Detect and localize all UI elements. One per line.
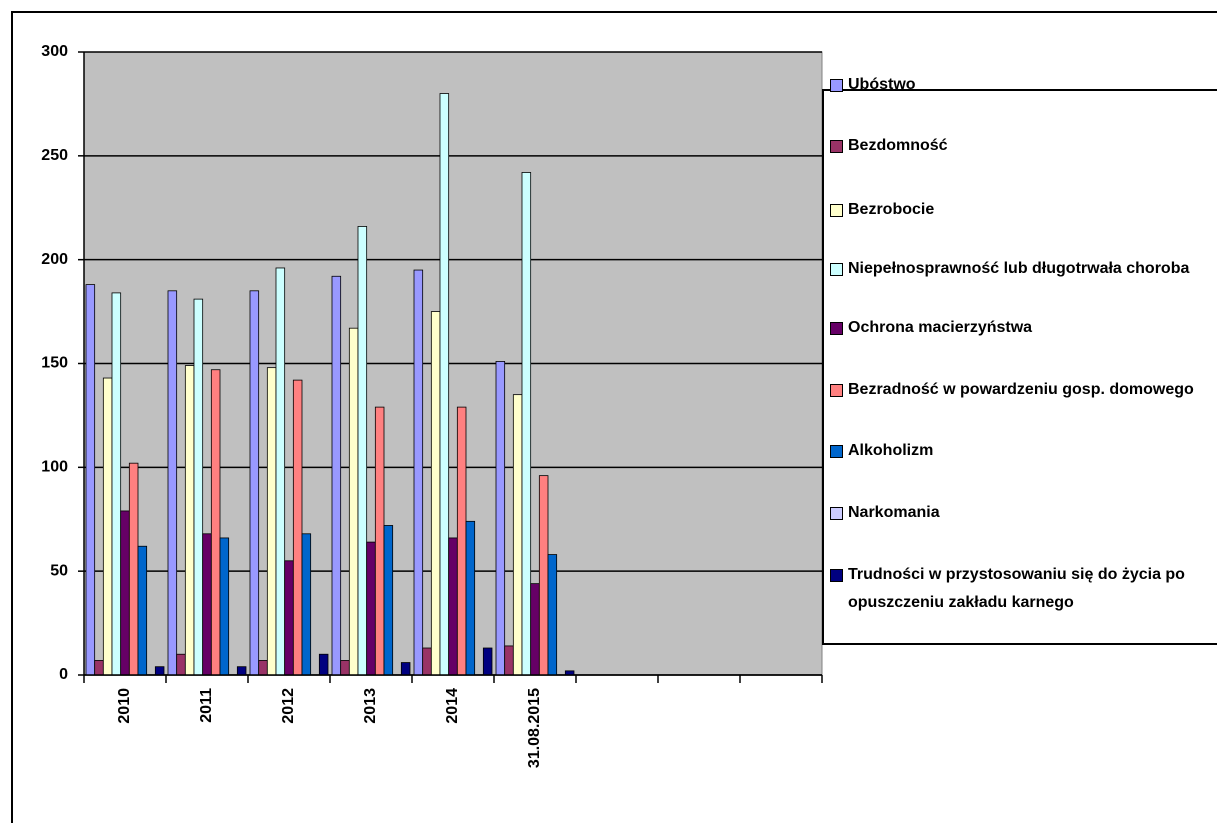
legend-swatch bbox=[830, 384, 843, 397]
x-tick-label: 2012 bbox=[280, 688, 297, 724]
bar bbox=[357, 226, 368, 676]
legend-label: Bezrobocie bbox=[848, 201, 935, 218]
legend-swatch bbox=[830, 507, 843, 520]
legend-label: Ubóstwo bbox=[848, 76, 916, 93]
bar bbox=[137, 545, 148, 676]
bar bbox=[482, 647, 493, 676]
legend-label: Ochrona macierzyństwa bbox=[848, 319, 1033, 336]
legend-swatch bbox=[830, 445, 843, 458]
bar bbox=[94, 660, 104, 676]
y-tick-label: 250 bbox=[41, 147, 68, 164]
x-tick-label: 31.08.2015 bbox=[526, 688, 543, 768]
bar bbox=[154, 666, 165, 676]
bar bbox=[504, 645, 514, 676]
bar bbox=[202, 533, 212, 676]
legend-swatch bbox=[830, 263, 843, 276]
x-tick-label: 2010 bbox=[116, 688, 133, 724]
legend-label: Niepełnosprawność lub długotrwała chorob… bbox=[848, 260, 1190, 277]
bar bbox=[184, 365, 195, 676]
y-tick-label: 100 bbox=[41, 459, 68, 476]
bar bbox=[102, 377, 113, 676]
legend-entry: Trudności w przystosowaniu się do życia … bbox=[830, 561, 1210, 617]
legend-label: Trudności w przystosowaniu się do życia … bbox=[848, 566, 1185, 611]
bar bbox=[366, 541, 376, 676]
bar bbox=[374, 406, 385, 676]
legend-entry: Ubóstwo bbox=[830, 71, 1210, 99]
bar bbox=[210, 369, 221, 676]
bar bbox=[292, 379, 303, 676]
bar bbox=[318, 653, 329, 676]
x-tick-label: 2011 bbox=[198, 688, 215, 723]
y-tick-label: 300 bbox=[41, 43, 68, 60]
bar bbox=[236, 666, 247, 676]
legend-label: Alkoholizm bbox=[848, 442, 934, 459]
bar bbox=[348, 327, 359, 676]
y-tick-label: 0 bbox=[59, 666, 68, 683]
bar bbox=[331, 275, 342, 676]
legend-entry: Ochrona macierzyństwa bbox=[830, 314, 1210, 342]
bar bbox=[538, 475, 549, 676]
bar bbox=[301, 533, 312, 676]
bar bbox=[512, 394, 523, 676]
legend-entry: Alkoholizm bbox=[830, 437, 1210, 465]
bar bbox=[176, 653, 186, 676]
legend-label: Bezradność w powardzeniu gosp. domowego bbox=[848, 381, 1194, 398]
legend-entry: Narkomania bbox=[830, 499, 1210, 527]
bar bbox=[167, 290, 178, 676]
bar bbox=[266, 367, 277, 676]
bar bbox=[275, 267, 286, 676]
legend: Ubóstwo Bezdomność Bezrobocie Niepełnospraw… bbox=[822, 76, 1217, 645]
bar bbox=[284, 560, 294, 676]
bar bbox=[465, 520, 476, 676]
bar bbox=[193, 298, 204, 676]
bar bbox=[383, 525, 394, 676]
bar bbox=[530, 583, 540, 676]
legend-entry: Bezradność w powardzeniu gosp. domowego bbox=[830, 376, 1210, 404]
bar bbox=[422, 647, 432, 676]
bar bbox=[495, 361, 506, 676]
legend-swatch bbox=[830, 79, 843, 92]
bar bbox=[120, 510, 130, 676]
y-tick-label: 50 bbox=[50, 562, 68, 579]
y-tick-label: 200 bbox=[41, 251, 68, 268]
bar bbox=[85, 284, 96, 676]
legend-swatch bbox=[830, 569, 843, 582]
bar bbox=[521, 172, 532, 676]
bar bbox=[128, 462, 139, 676]
bar bbox=[400, 662, 411, 676]
bar bbox=[448, 537, 458, 676]
legend-swatch bbox=[830, 322, 843, 335]
legend-swatch bbox=[830, 204, 843, 217]
bar bbox=[439, 93, 450, 676]
bar bbox=[111, 292, 122, 676]
bar bbox=[340, 660, 350, 676]
legend-label: Bezdomność bbox=[848, 137, 948, 154]
bar bbox=[456, 406, 467, 676]
x-tick-label: 2013 bbox=[362, 688, 379, 724]
y-tick-label: 150 bbox=[41, 355, 68, 372]
legend-entry: Bezrobocie bbox=[830, 196, 1210, 224]
bar bbox=[249, 290, 260, 676]
bar bbox=[258, 660, 268, 676]
legend-swatch bbox=[830, 140, 843, 153]
bar bbox=[430, 311, 441, 676]
legend-entry: Bezdomność bbox=[830, 132, 1210, 160]
legend-entry: Niepełnosprawność lub długotrwała chorob… bbox=[830, 255, 1210, 283]
x-tick-label: 2014 bbox=[444, 688, 461, 724]
chart-border bbox=[11, 11, 1217, 823]
legend-label: Narkomania bbox=[848, 504, 940, 521]
bar bbox=[413, 269, 424, 676]
bar bbox=[219, 537, 230, 676]
bar bbox=[547, 554, 558, 676]
